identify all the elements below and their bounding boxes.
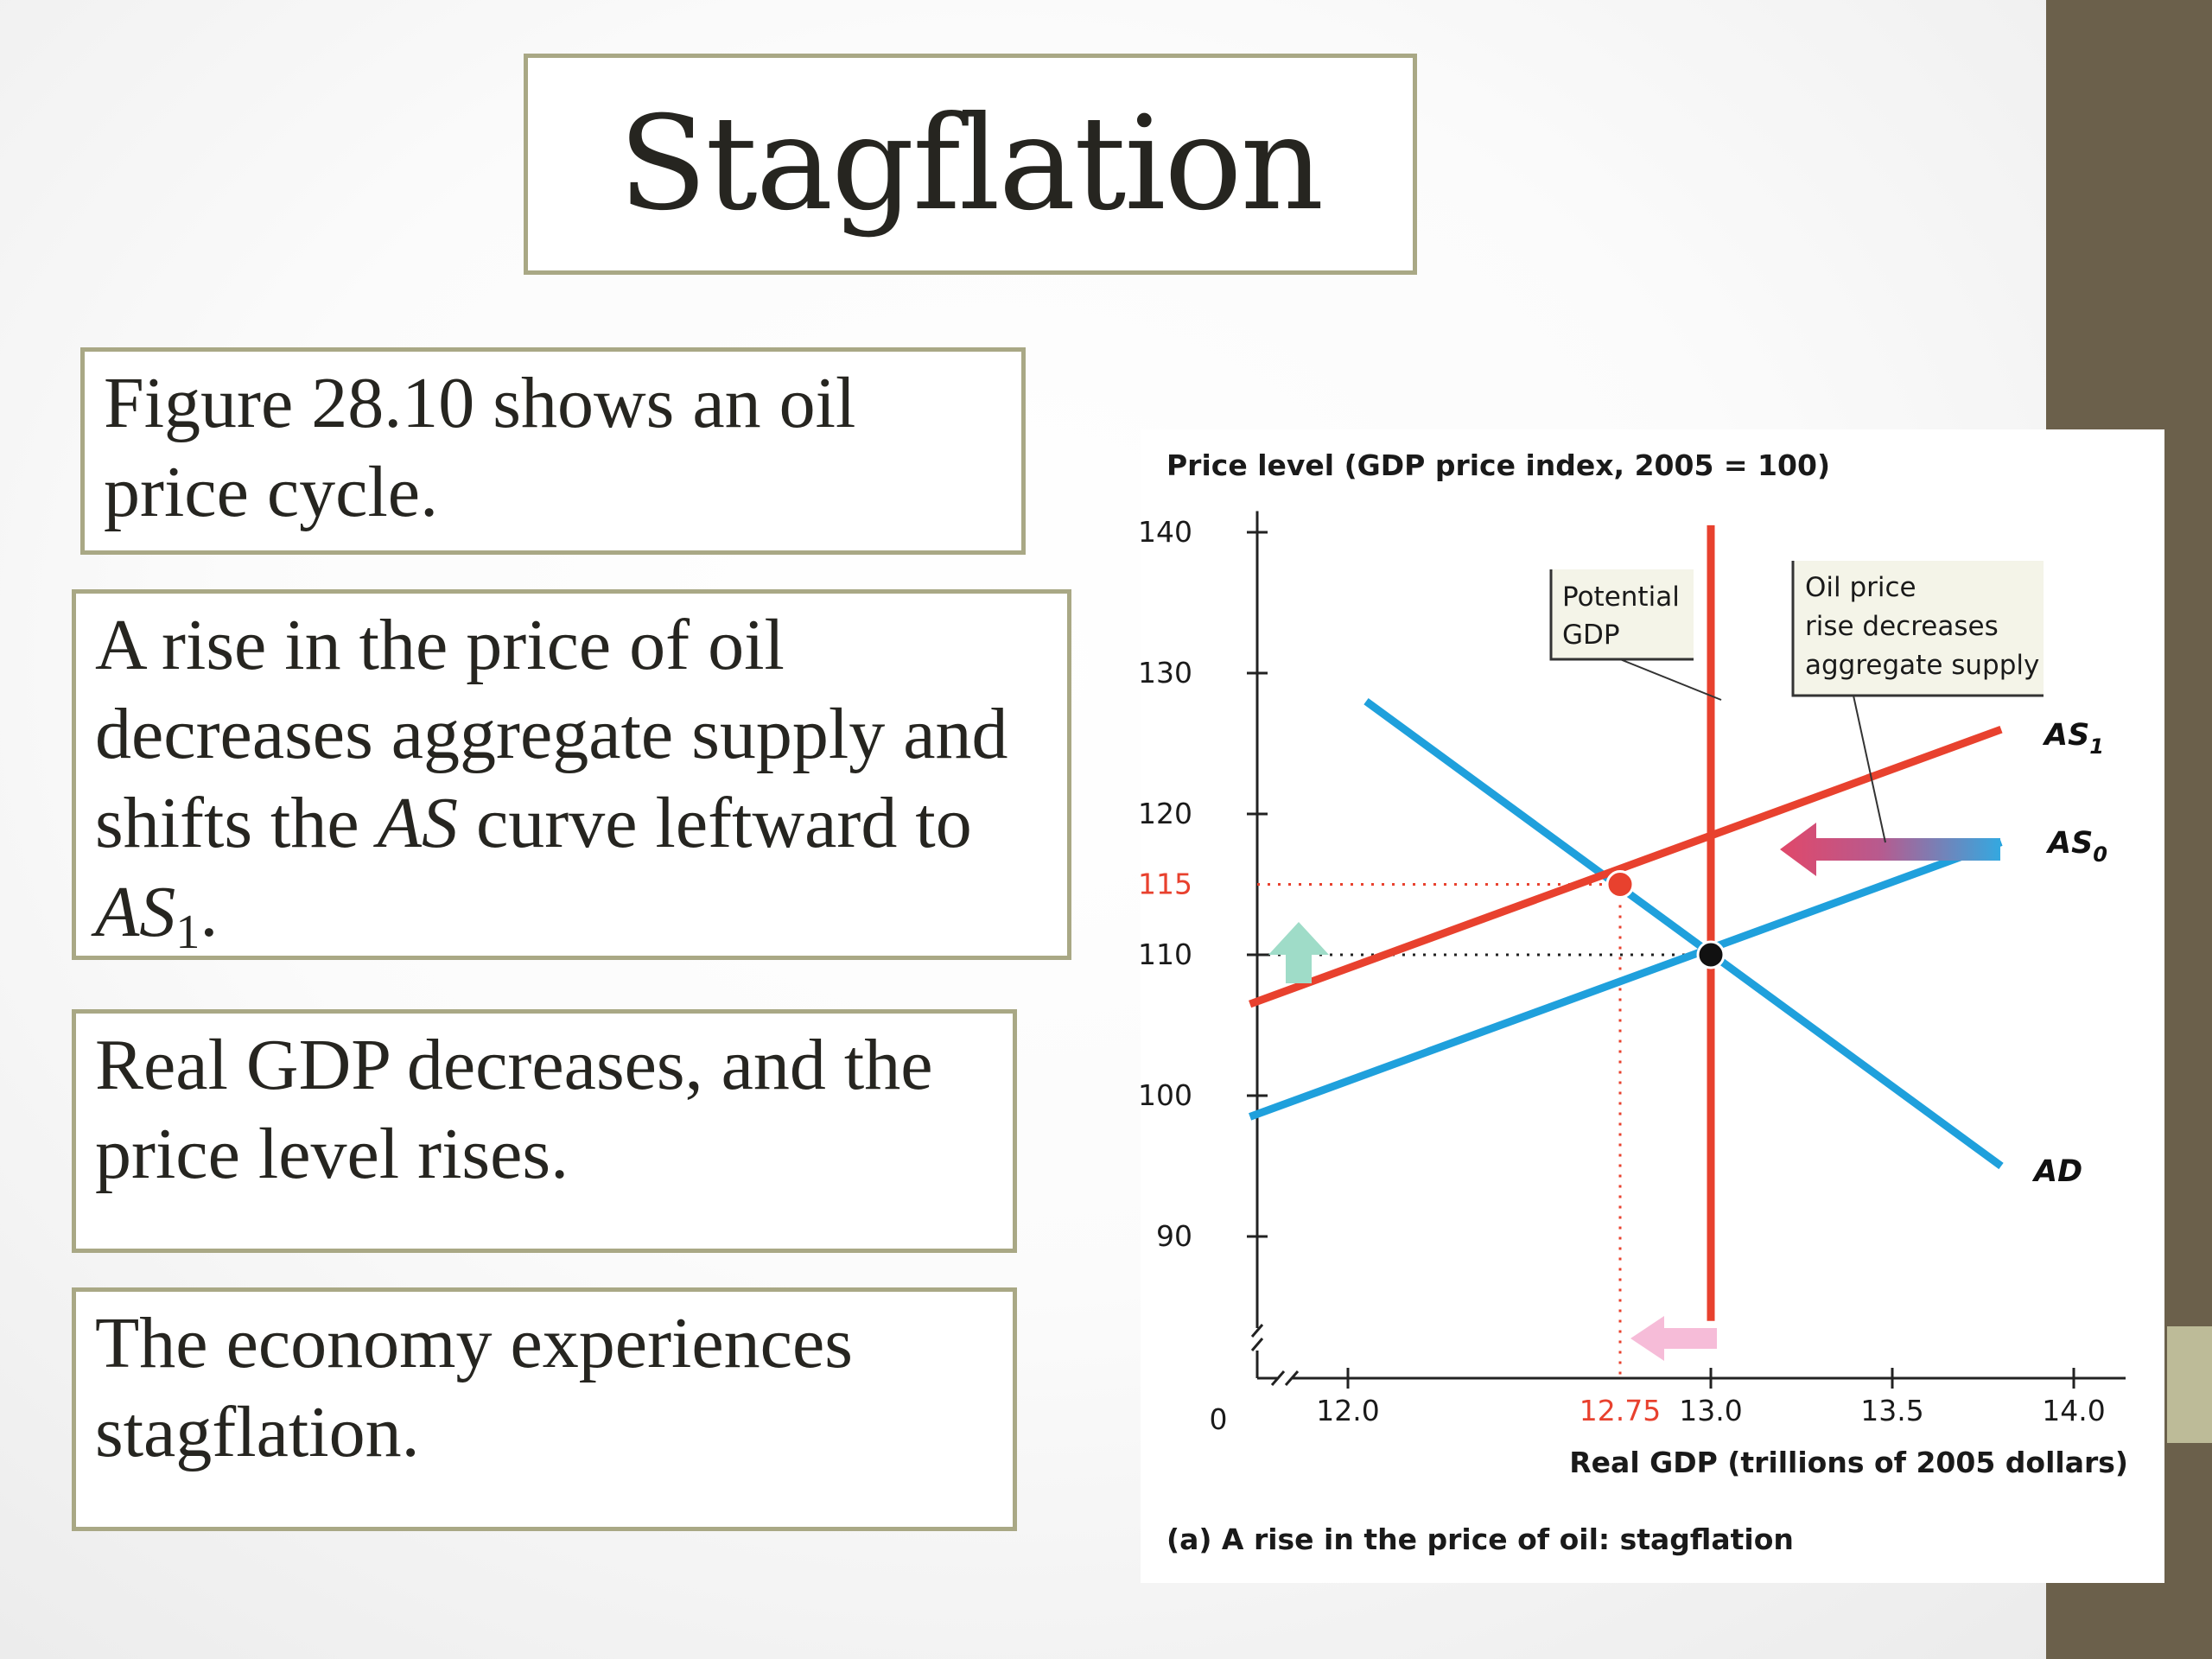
callout-text: rise decreases [1805, 611, 1999, 642]
x-tick-label: 12.75 [1580, 1394, 1661, 1427]
price-rise-arrow [1268, 922, 1329, 983]
text-oil-cycle: Figure 28.10 shows an oil price cycle. [104, 363, 856, 532]
text-oil-rise: A rise in the price of oil decreases agg… [95, 605, 1008, 863]
chart-caption: (a) A rise in the price of oil: stagflat… [1166, 1522, 1794, 1556]
points [1605, 870, 1726, 969]
callout-leader [1619, 658, 1722, 701]
stagflation-chart: Price level (GDP price index, 2005 = 100… [1138, 448, 2128, 1556]
as-shift-arrow [1780, 823, 2000, 876]
series-label-sub: 0 [2093, 842, 2107, 867]
series-label-ad: AD [2031, 1154, 2082, 1189]
callouts: Potential GDP Oil price rise decreases aggre… [1549, 561, 2044, 843]
callout-text: aggregate supply [1805, 650, 2039, 681]
series-line-as1 [1249, 725, 2003, 1008]
gdp-fall-arrow [1630, 1316, 1717, 1361]
callout-leader [1853, 695, 1886, 843]
series-label-sub: 1 [2089, 734, 2104, 759]
reference-lines [1257, 883, 1711, 1378]
x-axis-break-mark [1284, 1370, 1300, 1386]
slide-title: Stagflation [618, 89, 1325, 239]
text-box-stagflation: The economy experiences stagflation. [72, 1287, 1017, 1531]
x-axis-title: Real GDP (trillions of 2005 dollars) [1569, 1446, 2128, 1479]
y-tick-label: 120 [1141, 797, 1192, 830]
callout-border [1549, 569, 1694, 661]
y-tick-label: 115 [1141, 868, 1192, 901]
text-as1-term: AS [95, 872, 176, 952]
text-stagflation: The economy experiences stagflation. [95, 1303, 853, 1472]
equilibrium-point [1696, 940, 1726, 969]
title-box: Stagflation [524, 54, 1417, 275]
callout-text: Potential [1562, 582, 1680, 613]
callout-text: GDP [1562, 620, 1620, 651]
y-tick-label: 100 [1141, 1078, 1192, 1112]
series-label-as0: AS0 [2045, 826, 2107, 867]
x-tick-label: 12.0 [1316, 1394, 1379, 1427]
x-tick-label: 13.5 [1860, 1394, 1923, 1427]
y-tick-label: 110 [1141, 938, 1192, 971]
series-line-as0 [1249, 838, 2003, 1121]
text-oil-rise-mid: curve leftward to [457, 783, 972, 863]
callout-box [1551, 569, 1694, 659]
x-tick-label: 13.0 [1679, 1394, 1742, 1427]
text-box-gdp-decreases: Real GDP decreases, and the price level … [72, 1009, 1017, 1253]
equilibrium-point [1605, 870, 1635, 899]
y-axis-title: Price level (GDP price index, 2005 = 100… [1166, 448, 1830, 482]
x-axis-break-mark [1270, 1370, 1286, 1386]
text-box-oil-cycle: Figure 28.10 shows an oil price cycle. [80, 347, 1026, 555]
text-oil-rise-end: . [200, 872, 219, 952]
series-label-as1: AS1 [2042, 718, 2104, 759]
origin-label: 0 [1210, 1402, 1228, 1436]
text-as1-sub: 1 [175, 906, 200, 959]
callout-oil-price: Oil price rise decreases aggregate supply [1791, 561, 2044, 843]
text-box-oil-rise: A rise in the price of oil decreases agg… [72, 589, 1071, 960]
y-tick-label: 140 [1141, 515, 1192, 549]
text-as-term: AS [377, 783, 458, 863]
y-tick-label: 90 [1156, 1219, 1192, 1253]
y-axis-break-mark [1250, 1338, 1264, 1351]
side-accent [2167, 1326, 2212, 1443]
shift-arrows [1268, 823, 2000, 1361]
callout-text: Oil price [1805, 572, 1916, 603]
series: AD AS0 AS1 [1249, 524, 2107, 1321]
y-axis-break-mark [1250, 1324, 1264, 1338]
x-tick-label: 14.0 [2042, 1394, 2105, 1427]
chart-panel: Price level (GDP price index, 2005 = 100… [1138, 429, 2164, 1583]
series-line-ad [1363, 697, 2004, 1170]
callout-border [1791, 561, 2044, 697]
callout-potential-gdp: Potential GDP [1549, 569, 1722, 701]
callout-box [1793, 561, 2044, 696]
y-tick-label: 130 [1141, 656, 1192, 690]
text-gdp-decreases: Real GDP decreases, and the price level … [95, 1025, 933, 1194]
